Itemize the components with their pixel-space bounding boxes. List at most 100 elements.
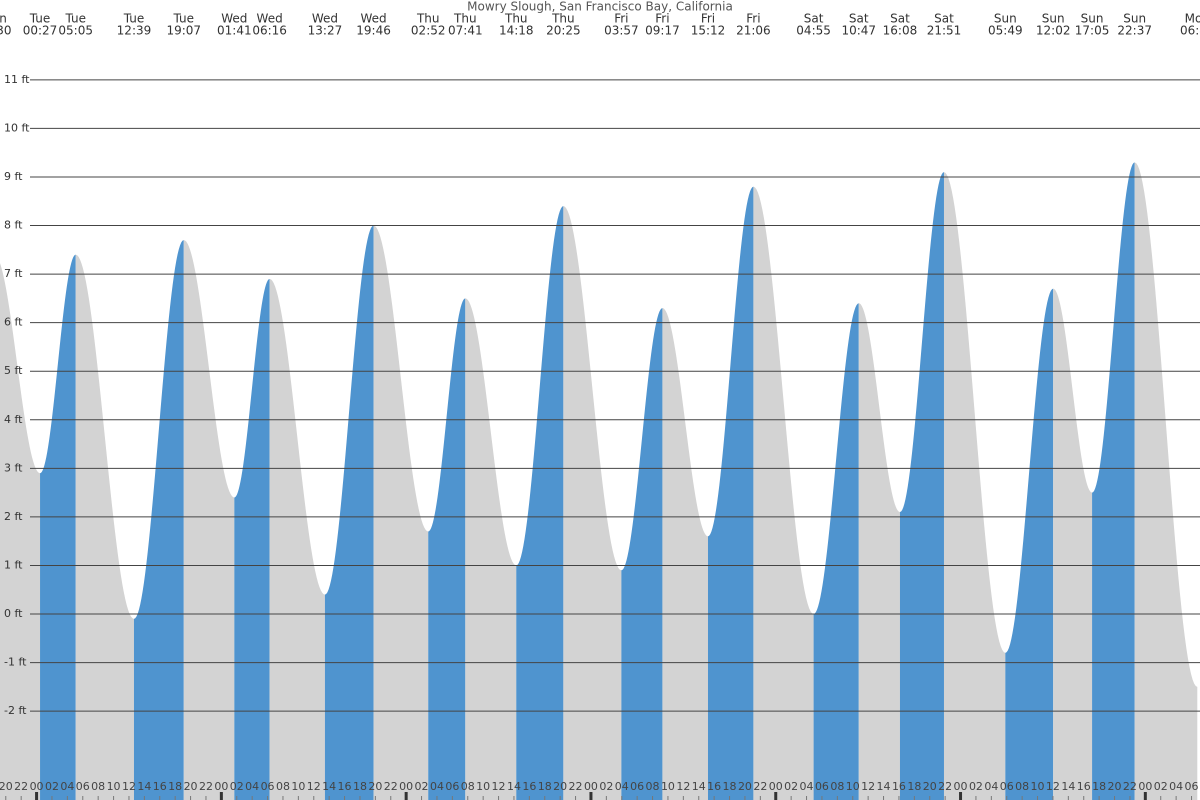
- extreme-time: 07:41: [448, 24, 483, 38]
- x-tick-label: 22: [199, 780, 213, 793]
- x-tick-label: 02: [784, 780, 798, 793]
- falling-tide: [75, 254, 134, 800]
- y-tick-label: 3 ft: [4, 461, 23, 474]
- extreme-time: 21:06: [736, 24, 771, 38]
- x-tick-label: 06: [630, 780, 644, 793]
- extreme-day: Sun: [1123, 12, 1146, 26]
- x-tick-label: 14: [507, 780, 521, 793]
- extreme-time: 20:25: [546, 24, 581, 38]
- extreme-time: 03:57: [604, 24, 639, 38]
- x-tick-label: 02: [415, 780, 429, 793]
- x-tick-label: 22: [569, 780, 583, 793]
- y-tick-label: 6 ft: [4, 316, 23, 329]
- x-tick-label: 20: [1108, 780, 1122, 793]
- x-tick-label: 08: [461, 780, 475, 793]
- x-tick-label: 18: [538, 780, 552, 793]
- falling-tide: [373, 225, 429, 800]
- x-tick-label: 04: [984, 780, 998, 793]
- x-tick-label: 18: [723, 780, 737, 793]
- rising-tide: [428, 298, 466, 800]
- extreme-day: Tue: [29, 12, 51, 26]
- y-tick-label: 4 ft: [4, 413, 23, 426]
- y-tick-label: 9 ft: [4, 170, 23, 183]
- x-tick-label: 18: [168, 780, 182, 793]
- y-tick-label: 2 ft: [4, 510, 23, 523]
- extreme-time: 16:08: [883, 24, 918, 38]
- x-tick-label: 16: [892, 780, 906, 793]
- extreme-day: Tue: [173, 12, 195, 26]
- x-tick-label: 08: [276, 780, 290, 793]
- x-tick-label: 12: [307, 780, 321, 793]
- x-tick-label: 18: [1092, 780, 1106, 793]
- x-tick-label: 10: [107, 780, 121, 793]
- extreme-time: 18:30: [0, 24, 12, 38]
- x-tick-label: 16: [1077, 780, 1091, 793]
- x-tick-label: 12: [861, 780, 875, 793]
- y-tick-label: 7 ft: [4, 267, 23, 280]
- extreme-day: Thu: [504, 12, 528, 26]
- extreme-day: Wed: [221, 12, 247, 26]
- extreme-day: Tue: [123, 12, 145, 26]
- extreme-time: 21:51: [927, 24, 962, 38]
- x-tick-label: 12: [492, 780, 506, 793]
- extreme-day: Sat: [804, 12, 824, 26]
- rising-tide: [1005, 288, 1054, 800]
- extreme-time: 06:45: [1180, 24, 1200, 38]
- x-tick-label: 02: [1154, 780, 1168, 793]
- x-tick-label: 06: [1000, 780, 1014, 793]
- rising-tide: [324, 225, 374, 800]
- x-tick-label: 06: [76, 780, 90, 793]
- falling-tide: [858, 303, 900, 800]
- extreme-day: Mon: [1185, 12, 1200, 26]
- extreme-time: 17:05: [1075, 24, 1110, 38]
- falling-tide: [943, 172, 1006, 800]
- x-tick-label: 10: [476, 780, 490, 793]
- extreme-day: Fri: [614, 12, 628, 26]
- y-tick-label: -2 ft: [4, 704, 27, 717]
- falling-tide: [563, 206, 622, 800]
- extreme-time: 00:27: [23, 24, 58, 38]
- y-tick-label: 8 ft: [4, 219, 23, 232]
- extreme-day: Fri: [655, 12, 669, 26]
- x-tick-label: 16: [338, 780, 352, 793]
- extreme-day: Wed: [312, 12, 338, 26]
- rising-tide: [234, 278, 270, 800]
- extreme-time: 09:17: [645, 24, 680, 38]
- x-tick-label: 08: [646, 780, 660, 793]
- extreme-time: 06:16: [252, 24, 287, 38]
- rising-tide: [707, 186, 754, 800]
- x-tick-label: 10: [1031, 780, 1045, 793]
- falling-tide: [465, 298, 517, 800]
- extreme-day: Fri: [746, 12, 760, 26]
- falling-tide: [0, 263, 41, 800]
- extreme-day: Sun: [994, 12, 1017, 26]
- x-tick-label: 18: [353, 780, 367, 793]
- x-tick-label: 02: [45, 780, 59, 793]
- x-tick-label: 00: [769, 780, 783, 793]
- x-tick-label: 06: [1185, 780, 1199, 793]
- extreme-day: Mon: [0, 12, 7, 26]
- extreme-time: 15:12: [691, 24, 726, 38]
- x-tick-label: 22: [384, 780, 398, 793]
- x-tick-label: 12: [122, 780, 136, 793]
- x-tick-label: 22: [753, 780, 767, 793]
- x-tick-label: 20: [738, 780, 752, 793]
- x-tick-label: 02: [969, 780, 983, 793]
- x-tick-label: 16: [522, 780, 536, 793]
- extreme-time: 12:39: [117, 24, 152, 38]
- extreme-day: Thu: [416, 12, 440, 26]
- extreme-day: Sun: [1081, 12, 1104, 26]
- rising-tide: [813, 303, 859, 800]
- x-tick-label: 04: [1169, 780, 1183, 793]
- falling-tide: [753, 186, 814, 800]
- extreme-time: 10:47: [841, 24, 876, 38]
- extreme-day: Sat: [934, 12, 954, 26]
- extreme-day: Thu: [453, 12, 477, 26]
- y-tick-label: 5 ft: [4, 364, 23, 377]
- falling-tide: [662, 308, 708, 800]
- y-tick-label: 0 ft: [4, 607, 23, 620]
- extreme-time: 05:05: [58, 24, 93, 38]
- x-tick-label: 00: [30, 780, 44, 793]
- x-tick-label: 14: [692, 780, 706, 793]
